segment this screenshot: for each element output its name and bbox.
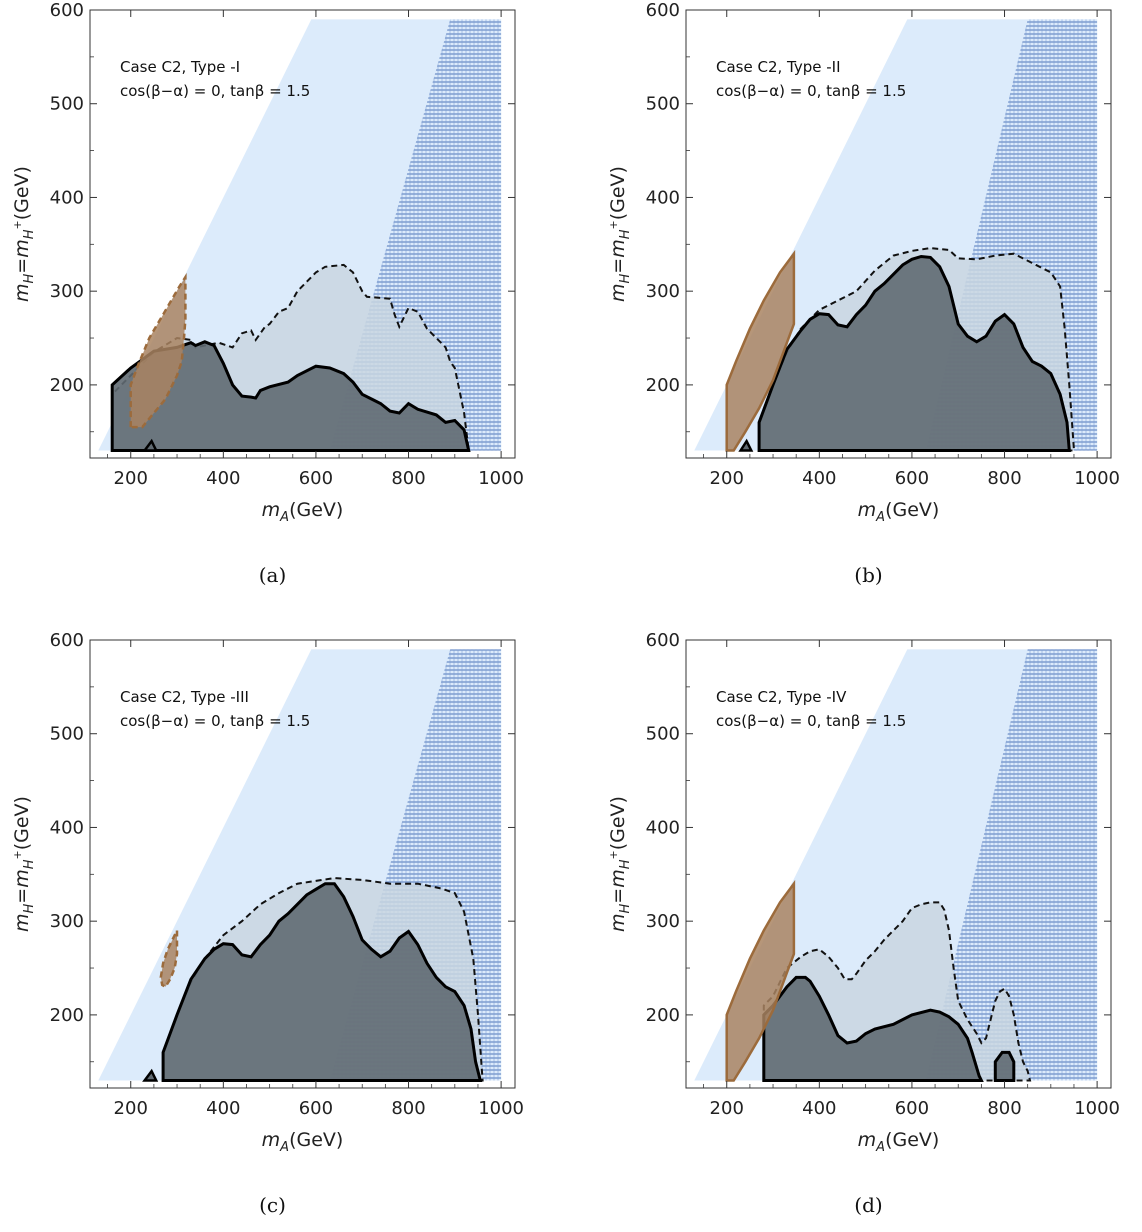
panel-d-ytick-label: 300 (646, 911, 680, 932)
panel-d-ylabel: mH=mH+(GeV) (607, 796, 633, 932)
panel-b-ytick-label: 200 (646, 375, 680, 396)
panel-c-label: (c) (259, 1193, 286, 1217)
panel-b-ylabel: mH=mH+(GeV) (607, 166, 633, 302)
panel-d-secondary-solid-region (995, 1052, 1014, 1080)
panel-a-annotation-line2: cos(β−α) = 0, tanβ = 1.5 (120, 82, 310, 100)
panel-d-ytick-label: 400 (646, 817, 680, 838)
panel-b: 200 400 600 800 1000 200 300 400 500 600 mA(GeV) mH… (607, 0, 1120, 587)
panel-d-xtick-label: 1000 (1074, 1098, 1120, 1119)
panel-d-xtick-label: 600 (895, 1098, 929, 1119)
panel-a-ytick-label: 600 (50, 0, 84, 21)
panel-c-xtick-label: 400 (206, 1098, 240, 1119)
panel-b-ytick-label: 400 (646, 187, 680, 208)
panel-a-ylabel: mH=mH+(GeV) (11, 166, 37, 302)
panel-a-xtick-label: 200 (114, 468, 148, 489)
panel-c-ytick-label: 300 (50, 911, 84, 932)
panel-d-xtick-label: 200 (710, 1098, 744, 1119)
panel-d-ytick-label: 600 (646, 630, 680, 651)
panel-d-annotation-line1: Case C2, Type -IV (716, 688, 847, 706)
panel-a-annotation-line1: Case C2, Type -I (120, 58, 240, 76)
panel-d: 200 400 600 800 1000 200 300 400 500 600 mA(GeV) mH… (607, 630, 1120, 1217)
panel-b-xtick-label: 800 (987, 468, 1021, 489)
panel-c-ytick-label: 400 (50, 817, 84, 838)
panel-b-xlabel: mA(GeV) (858, 499, 940, 525)
panel-a-xtick-label: 800 (391, 468, 425, 489)
panel-c-ytick-label: 200 (50, 1005, 84, 1026)
panel-b-annotation-line1: Case C2, Type -II (716, 58, 841, 76)
panel-c-xtick-label: 800 (391, 1098, 425, 1119)
panel-a-xtick-label: 400 (206, 468, 240, 489)
panel-c-annotation-line1: Case C2, Type -III (120, 688, 249, 706)
panel-b-annotation-line2: cos(β−α) = 0, tanβ = 1.5 (716, 82, 906, 100)
panel-a-ytick-label: 200 (50, 375, 84, 396)
panel-c-xtick-label: 600 (299, 1098, 333, 1119)
panel-b-ytick-label: 600 (646, 0, 680, 21)
panel-c-xtick-label: 1000 (478, 1098, 524, 1119)
panel-d-xtick-label: 400 (802, 1098, 836, 1119)
panel-b-ytick-label: 500 (646, 94, 680, 115)
panel-d-label: (d) (854, 1193, 882, 1217)
panel-d-ytick-label: 500 (646, 724, 680, 745)
panel-c-ylabel: mH=mH+(GeV) (11, 796, 37, 932)
panel-a: 200 400 600 800 1000 200 300 400 500 600 mA(GeV) mH… (11, 0, 524, 587)
panel-d-annotation-line2: cos(β−α) = 0, tanβ = 1.5 (716, 712, 906, 730)
panel-a-ytick-label: 500 (50, 94, 84, 115)
panel-c-annotation-line2: cos(β−α) = 0, tanβ = 1.5 (120, 712, 310, 730)
panel-b-ytick-label: 300 (646, 281, 680, 302)
panel-b-xtick-label: 200 (710, 468, 744, 489)
panel-c-ytick-label: 600 (50, 630, 84, 651)
panel-d-ytick-label: 200 (646, 1005, 680, 1026)
panel-d-xtick-label: 800 (987, 1098, 1021, 1119)
panel-a-ytick-label: 300 (50, 281, 84, 302)
panel-a-xtick-label: 1000 (478, 468, 524, 489)
panel-a-xtick-label: 600 (299, 468, 333, 489)
panel-a-label: (a) (259, 563, 287, 587)
panel-c-xtick-label: 200 (114, 1098, 148, 1119)
panel-b-xtick-label: 600 (895, 468, 929, 489)
panel-c: 200 400 600 800 1000 200 300 400 500 600 mA(GeV) mH… (11, 630, 524, 1217)
panel-a-ytick-label: 400 (50, 187, 84, 208)
panel-c-xlabel: mA(GeV) (262, 1129, 344, 1155)
panel-b-label: (b) (854, 563, 882, 587)
panel-b-xtick-label: 1000 (1074, 468, 1120, 489)
panel-c-ytick-label: 500 (50, 724, 84, 745)
panel-d-xlabel: mA(GeV) (858, 1129, 940, 1155)
panel-b-xtick-label: 400 (802, 468, 836, 489)
panel-a-xlabel: mA(GeV) (262, 499, 344, 525)
